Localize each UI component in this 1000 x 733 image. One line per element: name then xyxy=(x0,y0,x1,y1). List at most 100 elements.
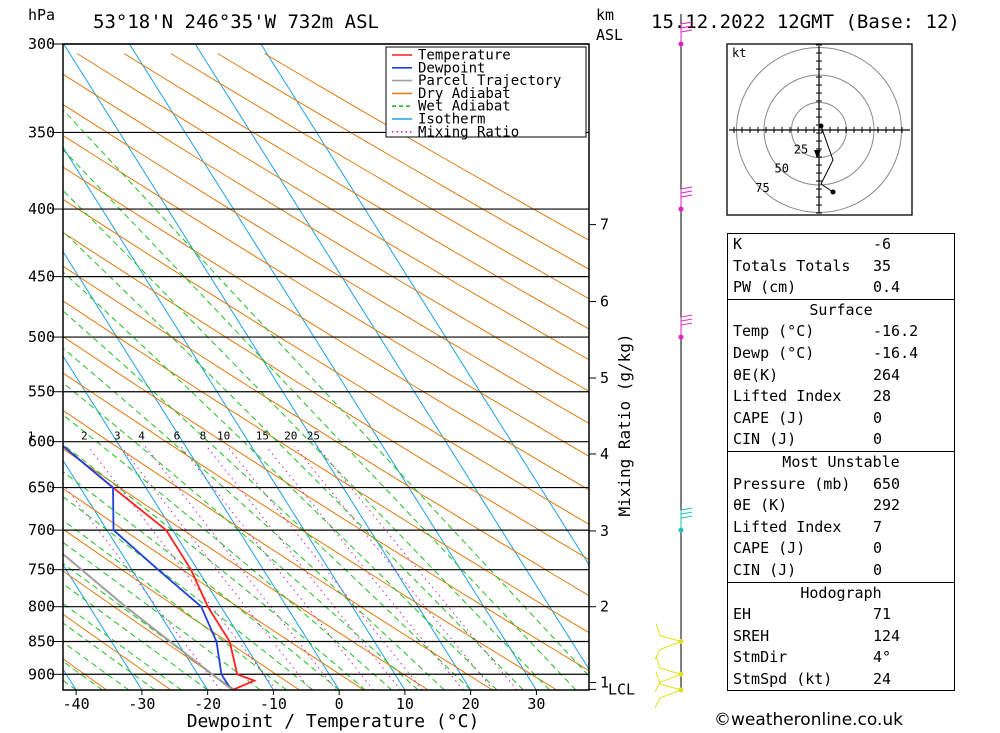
dry-adiabat-line xyxy=(63,265,589,597)
temperature-tick-label: 30 xyxy=(527,695,545,713)
surface-row: Temp (°C) -16.2 xyxy=(733,322,919,341)
most-unstable-row: CIN (J) 0 xyxy=(733,560,883,579)
wet-adiabat-line xyxy=(63,443,366,690)
wind-barb xyxy=(654,623,682,660)
mixing-ratio-line xyxy=(120,446,312,690)
pressure-tick-label: 550 xyxy=(28,383,55,401)
plot-frame xyxy=(62,43,590,691)
pressure-tick-label: 500 xyxy=(28,328,55,346)
hodograph-trace xyxy=(820,125,834,193)
dry-adiabat-line xyxy=(63,372,558,690)
indices-panel: K -6 Totals Totals 35 PW (cm) 0.4 Surface T… xyxy=(727,233,955,692)
wet-adiabat-line xyxy=(63,414,393,690)
index-pw-row: PW (cm) 0.4 xyxy=(733,278,901,297)
most-unstable-row: θE (K) 292 xyxy=(733,496,901,515)
wet-adiabat-line xyxy=(63,541,261,690)
legend-label: Parcel Trajectory xyxy=(418,73,561,89)
dry-adiabat-line xyxy=(63,73,589,392)
altitude-tick-label: 6 xyxy=(600,293,609,311)
temperature-tick-label: -20 xyxy=(194,695,221,713)
legend-label: Wet Adiabat xyxy=(418,99,511,115)
wet-adiabat-line xyxy=(63,347,445,690)
pressure-tick-label: 750 xyxy=(28,561,55,579)
wet-adiabat-line xyxy=(63,149,577,690)
dry-adiabat-line xyxy=(123,53,589,330)
pressure-tick-label: 600 xyxy=(28,433,55,451)
copyright-footer[interactable]: ©weatheronline.co.uk xyxy=(714,710,904,730)
mixing-ratio-label: 3 xyxy=(114,430,121,443)
mixing-ratio-line xyxy=(144,446,337,690)
index-k-row: K -6 xyxy=(733,235,892,253)
altitude-tick-label: 4 xyxy=(600,445,609,463)
dry-adiabat-line xyxy=(0,54,42,691)
datetime-title: 15.12.2022 12GMT (Base: 12) xyxy=(651,11,960,33)
mixing-ratio-label: 4 xyxy=(138,430,145,443)
hodograph-header: Hodograph xyxy=(800,583,882,602)
isotherm-line xyxy=(63,44,472,690)
mixing-ratio-label: 20 xyxy=(284,430,297,443)
asl-label: ASL xyxy=(596,26,623,44)
hpa-label: hPa xyxy=(28,6,55,24)
pressure-tick-label: 700 xyxy=(28,521,55,539)
mixing-ratio-line xyxy=(294,446,494,690)
hodograph-ring-label: 75 xyxy=(755,181,769,195)
dry-adiabat-line xyxy=(63,103,589,424)
mixing-ratio-line xyxy=(227,446,423,690)
isotherm-line xyxy=(63,250,340,690)
series-line-parcel-trajectory xyxy=(63,552,234,690)
mixing-ratio-line xyxy=(316,446,518,690)
background-grid xyxy=(0,44,589,691)
legend-label: Mixing Ratio xyxy=(418,124,519,140)
wind-barb xyxy=(680,21,693,44)
pressure-tick-label: 800 xyxy=(28,598,55,616)
pressure-tick-label: 400 xyxy=(28,200,55,218)
mixing-ratio-line xyxy=(87,446,277,690)
dry-adiabat-line xyxy=(63,487,365,690)
dry-adiabat-line xyxy=(63,198,589,525)
isotherm-line xyxy=(128,44,537,690)
km-label: km xyxy=(596,6,614,24)
surface-row: CIN (J) 0 xyxy=(733,430,883,449)
isotherm-line xyxy=(63,146,406,690)
pressure-tick-label: 900 xyxy=(28,665,55,683)
location-title: 53°18'N 246°35'W 732m ASL xyxy=(93,11,379,33)
legend-label: Dewpoint xyxy=(418,60,485,76)
wet-adiabat-line xyxy=(63,519,287,690)
hodograph-point xyxy=(818,123,824,129)
hodograph-point xyxy=(830,189,836,195)
hodograph-row: EH 71 xyxy=(733,605,892,624)
temperature-tick-label: 20 xyxy=(462,695,480,713)
most-unstable-row: Pressure (mb) 650 xyxy=(733,474,901,493)
altitude-tick-label: LCL xyxy=(608,680,635,698)
mixing-ratio-label: 25 xyxy=(307,430,320,443)
altitude-tick-label: 2 xyxy=(600,598,609,616)
altitude-tick-label: 5 xyxy=(600,369,609,387)
wet-adiabat-line xyxy=(63,271,498,690)
dry-adiabat-line xyxy=(63,166,589,491)
mixing-ratio-label: 8 xyxy=(200,430,207,443)
pressure-tick-label: 350 xyxy=(28,123,55,141)
wind-barb xyxy=(654,656,682,693)
temperature-tick-label: 10 xyxy=(396,695,414,713)
dry-adiabat-line xyxy=(63,613,172,690)
mixing-ratio-axis-label: Mixing Ratio (g/kg) xyxy=(615,333,634,516)
altitude-tick-label: 1 xyxy=(600,674,609,692)
dry-adiabat-line xyxy=(264,53,589,241)
mixing-ratio-label: 2 xyxy=(81,430,88,443)
temperature-tick-label: -10 xyxy=(260,695,287,713)
temperature-tick-label: -40 xyxy=(63,695,90,713)
altitude-axis: 1 2 3 4 5 6 7 LCL xyxy=(589,216,635,698)
surface-row: Lifted Index 28 xyxy=(733,387,892,406)
legend-label: Dry Adiabat xyxy=(418,86,511,102)
wet-adiabat-line xyxy=(63,382,419,690)
surface-rows: Temp (°C) -16.2 Dewp (°C) -16.4 θE(K) 264 Lift… xyxy=(728,321,954,451)
dry-adiabat-line xyxy=(76,53,589,361)
isotherm-line xyxy=(63,563,143,690)
wet-adiabat-line xyxy=(63,583,208,690)
most-unstable-row: CAPE (J) 0 xyxy=(733,539,883,558)
wind-barb xyxy=(680,314,693,338)
hodograph-rows: EH 71 SREH 124 StmDir 4° StmSpd (kt) 24 xyxy=(728,604,954,690)
pressure-tick-label: 450 xyxy=(28,268,55,286)
hodograph-row: StmSpd (kt) 24 xyxy=(733,669,892,688)
